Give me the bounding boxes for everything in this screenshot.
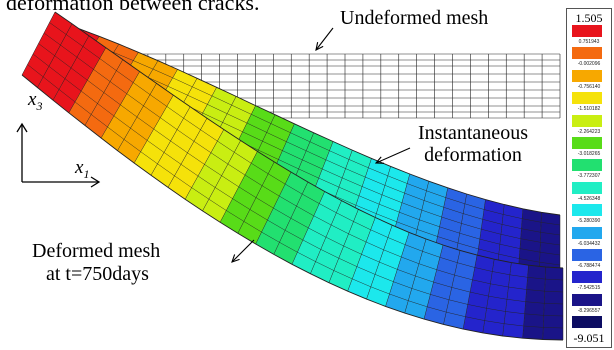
axis-x1-sub: 1 xyxy=(83,166,90,181)
label-undeformed-mesh: Undeformed mesh xyxy=(340,7,489,29)
legend-tick-label: -6.788474 xyxy=(577,263,601,269)
legend-tick-label: -7.542515 xyxy=(577,285,601,292)
legend-swatch xyxy=(572,47,602,60)
legend-swatch xyxy=(572,316,602,329)
legend-swatch xyxy=(572,159,602,172)
legend-swatch xyxy=(572,293,602,306)
legend-min-value: -9.051 xyxy=(573,331,605,345)
axis-x3-base: x xyxy=(28,89,37,110)
legend-swatch xyxy=(572,249,602,261)
label-instantaneous-deformation: Instantaneous deformation xyxy=(418,122,528,167)
axis-x1-base: x xyxy=(75,157,84,178)
legend-max-value: 1.505 xyxy=(575,11,603,25)
caption-fragment: deformation between cracks. xyxy=(6,0,260,15)
leader-arrows xyxy=(231,27,411,263)
legend-swatch xyxy=(572,226,602,239)
legend-tick-label: -0.002096 xyxy=(577,61,601,68)
coordinate-axes xyxy=(16,122,101,188)
legend-tick-label: -1.510182 xyxy=(577,106,601,113)
legend-tick-label: -3.772307 xyxy=(577,173,601,180)
legend-swatch xyxy=(572,25,602,37)
legend-tick-label: -4.526348 xyxy=(577,195,601,202)
label-deformed-line1: Deformed mesh xyxy=(32,240,161,262)
label-deformed-line2: at t=750days xyxy=(46,263,149,285)
deformed-mesh-750days xyxy=(21,11,564,341)
legend-swatch xyxy=(572,92,602,105)
legend-tick-label: -2.264223 xyxy=(577,128,601,135)
legend-tick-label: 0.751943 xyxy=(578,39,600,45)
axis-x3-sub: 3 xyxy=(36,98,43,113)
axis-label-x1: x1 xyxy=(75,158,89,180)
legend-swatch xyxy=(572,271,602,284)
legend-swatch xyxy=(572,114,602,127)
legend-tick-label: -6.034432 xyxy=(577,240,601,247)
legend-swatch xyxy=(572,69,602,82)
label-instantaneous-line1: Instantaneous xyxy=(418,122,528,144)
axis-label-x3: x3 xyxy=(28,90,42,112)
legend-swatch xyxy=(572,204,602,217)
legend-tick-label: -5.280390 xyxy=(577,218,601,225)
label-instantaneous-line2: deformation xyxy=(424,144,522,167)
legend-swatch xyxy=(572,181,602,194)
legend-tick-label: -0.756140 xyxy=(577,83,601,90)
legend-tick-label: -8.296557 xyxy=(577,307,601,314)
color-legend: 1.505 0.751943 -0.002096 -0.756140 -1.51018… xyxy=(566,8,612,348)
legend-swatch xyxy=(572,137,602,149)
legend-tick-label: -3.018265 xyxy=(577,151,601,157)
label-deformed-mesh: Deformed mesh at t=750days xyxy=(32,240,160,286)
